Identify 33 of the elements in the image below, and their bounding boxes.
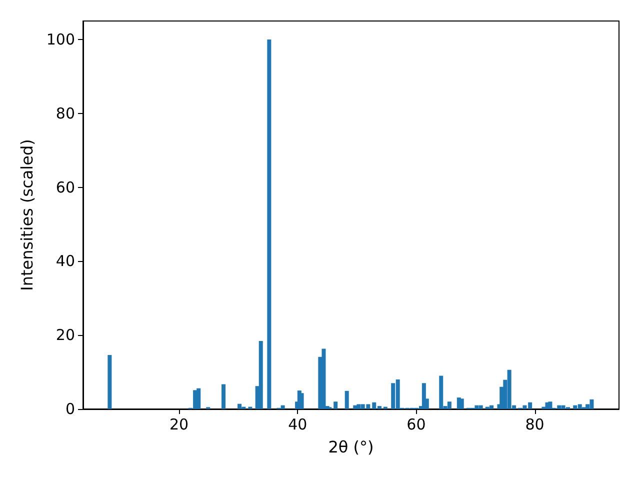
y-axis-title: Intensities (scaled) <box>18 139 36 291</box>
bar <box>422 383 426 409</box>
y-tick-label: 100 <box>46 30 75 48</box>
x-tick-label: 20 <box>170 416 189 434</box>
bar <box>300 393 304 409</box>
bar <box>356 404 361 409</box>
y-tick-label: 40 <box>56 252 75 270</box>
bar <box>108 355 112 409</box>
x-tick-label: 40 <box>288 416 308 434</box>
bar <box>439 376 444 409</box>
bar <box>490 405 494 409</box>
bar <box>344 390 349 409</box>
bar <box>267 39 272 409</box>
bar <box>238 404 242 409</box>
x-axis-title: 2θ (°) <box>328 438 374 456</box>
bar <box>474 405 479 409</box>
bar <box>280 405 285 409</box>
y-tick-label: 0 <box>65 400 75 418</box>
y-tick-label: 60 <box>56 178 75 196</box>
bar <box>447 402 452 409</box>
y-tick-label: 20 <box>56 326 75 344</box>
x-tick-label: 80 <box>525 416 544 434</box>
bar <box>322 348 326 409</box>
bar <box>478 405 483 409</box>
bar <box>590 399 594 409</box>
bar <box>334 402 338 409</box>
bar <box>548 402 552 409</box>
y-tick-label: 80 <box>56 104 75 122</box>
x-tick-label: 60 <box>406 416 426 434</box>
bar <box>460 398 464 409</box>
bar <box>222 384 226 409</box>
bar <box>196 388 201 409</box>
bar <box>258 341 263 409</box>
